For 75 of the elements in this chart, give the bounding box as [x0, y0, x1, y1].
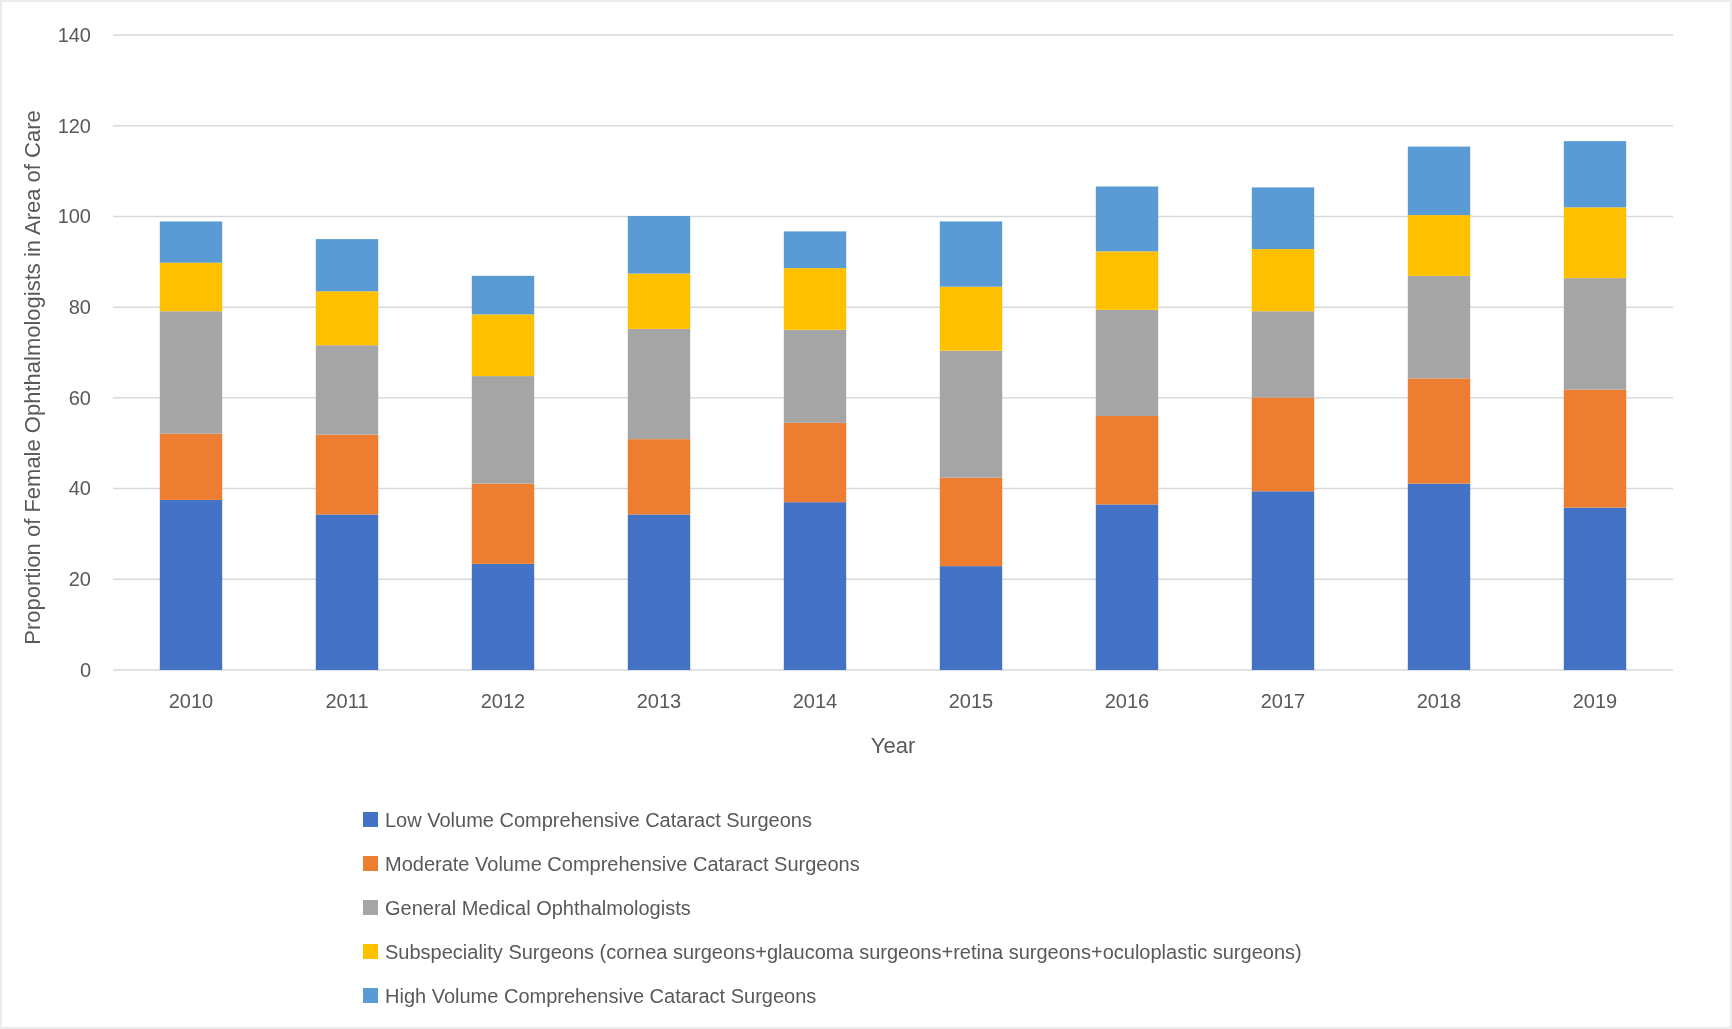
legend-label: Low Volume Comprehensive Cataract Surgeons [385, 809, 812, 831]
bar [1563, 207, 1627, 279]
x-tick-label: 2012 [480, 690, 526, 713]
bar [315, 345, 379, 435]
y-tick-label: 0 [79, 658, 91, 681]
bar [783, 329, 847, 423]
bar [1407, 378, 1471, 484]
y-tick-label: 80 [68, 296, 91, 319]
y-tick-label: 60 [68, 386, 91, 409]
bar [1563, 507, 1627, 670]
bar [159, 311, 223, 434]
bar [159, 499, 223, 670]
bar [627, 439, 691, 515]
x-tick-label: 2011 [325, 690, 369, 713]
bar [1251, 491, 1315, 670]
bar [783, 422, 847, 503]
bar [159, 433, 223, 500]
x-tick-label: 2016 [1104, 690, 1150, 713]
legend-label: High Volume Comprehensive Cataract Surgeons [385, 985, 817, 1007]
bar [315, 434, 379, 515]
y-tick-label: 140 [57, 23, 91, 46]
bar [159, 221, 223, 263]
x-tick-label: 2019 [1572, 690, 1618, 713]
bar [939, 477, 1003, 567]
bar [1095, 309, 1159, 416]
bar [1251, 311, 1315, 398]
bar [1095, 416, 1159, 505]
bar [1563, 141, 1627, 208]
bar [315, 291, 379, 346]
bar [627, 273, 691, 329]
bar [1251, 249, 1315, 312]
y-tick-label: 120 [57, 114, 91, 137]
y-tick-label: 40 [68, 477, 91, 500]
bar [939, 286, 1003, 351]
legend-label: Subspeciality Surgeons (cornea surgeons+glaucoma surgeons+retina surgeons+oculoplastic surgeons) [385, 941, 1302, 963]
bar [1407, 275, 1471, 379]
bar [1563, 278, 1627, 390]
bar [1407, 483, 1471, 670]
bar [939, 350, 1003, 478]
bar [471, 314, 535, 377]
legend-label: General Medical Ophthalmologists [385, 897, 691, 919]
y-tick-label: 20 [68, 568, 91, 591]
bar [1095, 186, 1159, 252]
bar [783, 231, 847, 269]
x-axis-title: Year [870, 733, 916, 758]
bar [315, 239, 379, 292]
bar [783, 268, 847, 330]
bar [783, 502, 847, 670]
bar [1095, 251, 1159, 310]
bar [471, 483, 535, 564]
x-tick-label: 2017 [1260, 690, 1306, 713]
bar [1251, 187, 1315, 250]
x-tick-label: 2010 [168, 690, 214, 713]
legend-label: Moderate Volume Comprehensive Cataract Surgeons [385, 853, 860, 875]
bar [1407, 146, 1471, 216]
bar [627, 514, 691, 670]
bar [471, 563, 535, 670]
bar [1251, 397, 1315, 492]
bar [627, 215, 691, 274]
bar [1407, 215, 1471, 276]
bar [315, 514, 379, 670]
x-tick-label: 2015 [948, 690, 994, 713]
bar [939, 566, 1003, 670]
bar [1563, 389, 1627, 508]
x-tick-label: 2014 [792, 690, 838, 713]
y-tick-label: 100 [57, 205, 91, 228]
bar [1095, 504, 1159, 670]
x-tick-label: 2013 [636, 690, 682, 713]
y-axis-title: Proportion of Female Ophthalmologists in Area of Care [20, 110, 45, 645]
bar [471, 376, 535, 484]
x-tick-label: 2018 [1416, 690, 1462, 713]
bar [627, 328, 691, 440]
bar [159, 262, 223, 312]
bar [471, 275, 535, 315]
bar [939, 221, 1003, 287]
